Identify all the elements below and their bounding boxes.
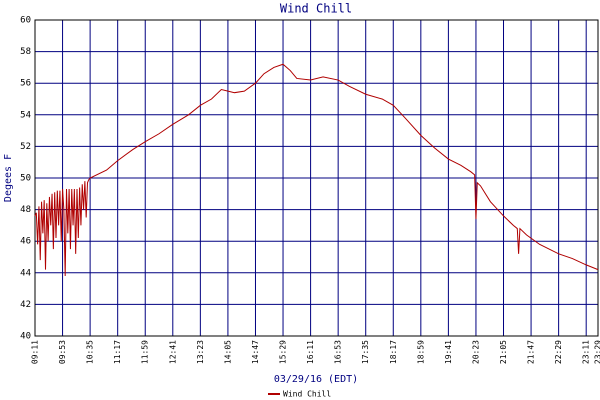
data-line xyxy=(34,63,599,276)
y-tick-label: 54 xyxy=(20,110,31,120)
x-tick-label: 09:11 xyxy=(31,340,40,364)
x-tick-label: 19:41 xyxy=(444,340,453,364)
legend-label: Wind Chill xyxy=(283,390,331,399)
x-tick-label: 15:29 xyxy=(279,340,288,364)
x-tick-label: 10:35 xyxy=(86,340,95,364)
x-tick-label: 18:59 xyxy=(416,340,425,364)
x-tick-label: 14:05 xyxy=(223,340,232,364)
y-tick-label: 56 xyxy=(20,79,31,89)
x-tick-label: 12:41 xyxy=(168,340,177,364)
x-tick-label: 11:17 xyxy=(113,340,122,364)
y-tick-label: 48 xyxy=(20,205,31,215)
chart-title: Wind Chill xyxy=(280,2,352,16)
x-tick-label: 21:47 xyxy=(527,340,536,364)
x-tick-label: 17:35 xyxy=(361,340,370,364)
y-tick-label: 42 xyxy=(20,300,31,310)
y-tick-label: 60 xyxy=(20,16,31,26)
x-tick-label: 18:17 xyxy=(389,340,398,364)
x-tick-label: 09:53 xyxy=(58,340,67,364)
y-tick-label: 52 xyxy=(20,142,31,152)
x-tick-label: 13:23 xyxy=(196,340,205,364)
plot-frame xyxy=(34,19,599,337)
x-tick-label: 21:05 xyxy=(499,340,508,364)
y-tick-label: 46 xyxy=(20,237,31,247)
y-tick-label: 58 xyxy=(20,47,31,57)
x-tick-label: 20:23 xyxy=(471,340,480,364)
y-tick-label: 50 xyxy=(20,174,31,184)
x-axis-label: 03/29/16 (EDT) xyxy=(274,374,358,385)
x-tick-label: 16:11 xyxy=(306,340,315,364)
x-tick-label: 23:11 xyxy=(582,340,591,364)
x-tick-label: 23:29 xyxy=(594,340,600,364)
x-tick-label: 22:29 xyxy=(554,340,563,364)
x-tick-label: 11:59 xyxy=(141,340,150,364)
x-tick-label: 14:47 xyxy=(251,340,260,364)
y-tick-label: 40 xyxy=(20,332,31,342)
x-tick-label: 16:53 xyxy=(334,340,343,364)
y-axis-label: Degees F xyxy=(3,154,14,202)
y-tick-label: 44 xyxy=(20,268,31,278)
